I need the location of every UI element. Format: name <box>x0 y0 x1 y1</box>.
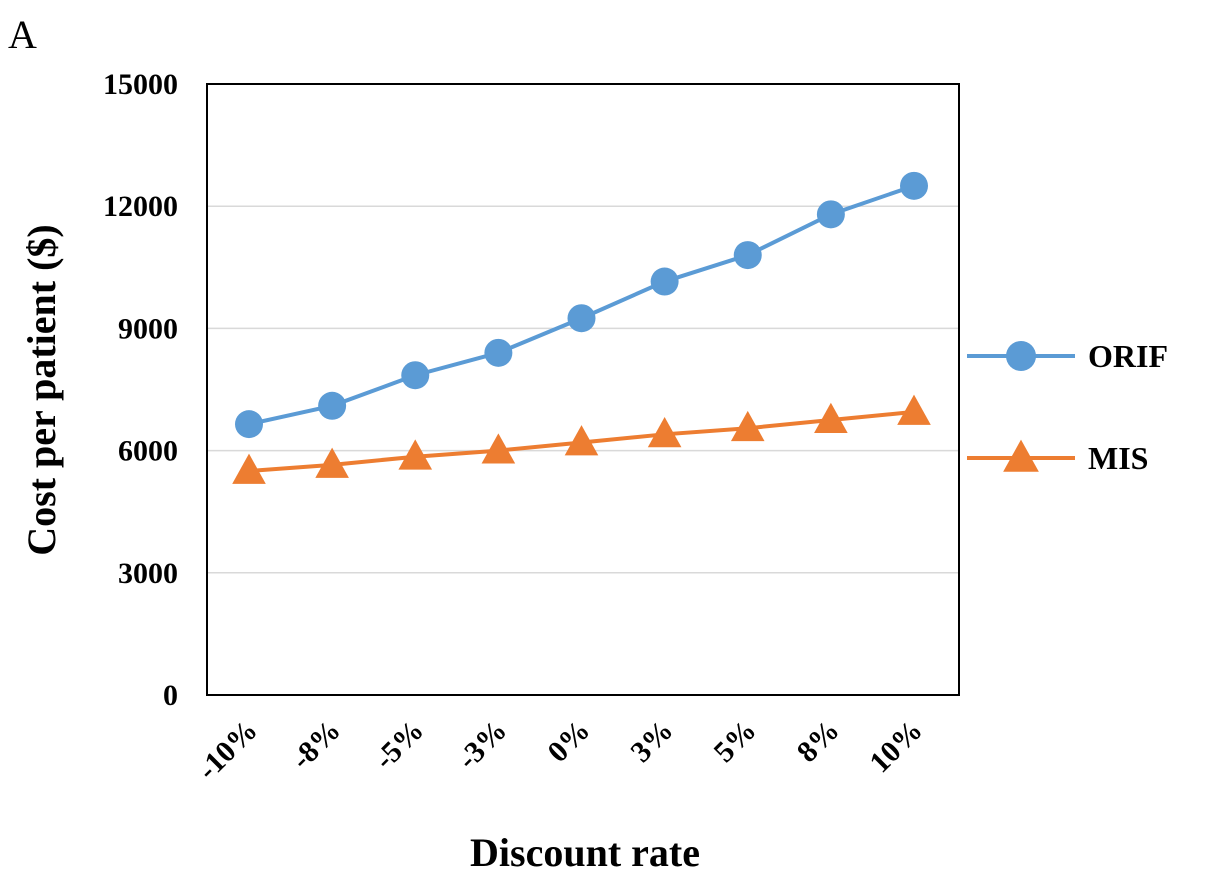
x-tick-label: 5% <box>708 714 763 769</box>
legend-entry-orif: ORIF <box>967 338 1168 374</box>
series-lines <box>232 171 931 484</box>
data-point <box>567 304 596 333</box>
legend-marker <box>1006 341 1036 371</box>
y-tick-label: 12000 <box>103 190 178 223</box>
x-axis-title: Discount rate <box>470 830 700 875</box>
legend-entry-mis: MIS <box>967 439 1148 476</box>
y-axis-title: Cost per patient ($) <box>19 224 64 555</box>
plot-area-border <box>206 83 960 696</box>
gridlines <box>207 205 959 574</box>
data-point <box>730 410 765 442</box>
series-mis <box>232 394 931 484</box>
y-tick-label: 15000 <box>103 68 178 101</box>
data-point <box>232 453 266 484</box>
y-tick-labels: 0 3000 6000 9000 12000 15000 <box>103 68 178 712</box>
legend-label: MIS <box>1088 440 1148 476</box>
data-point <box>398 439 433 470</box>
x-tick-label: 0% <box>541 714 596 769</box>
data-point <box>900 171 928 200</box>
data-point <box>315 447 349 478</box>
x-tick-label: 10% <box>863 714 929 780</box>
x-tick-label: -5% <box>368 714 430 776</box>
data-point <box>816 200 845 229</box>
data-point <box>733 241 762 270</box>
data-point <box>484 338 513 367</box>
data-point <box>481 433 516 464</box>
data-point <box>401 361 430 390</box>
y-tick-label: 0 <box>163 679 178 712</box>
data-point <box>564 425 599 456</box>
y-tick-label: 6000 <box>118 435 178 468</box>
x-tick-label: -10% <box>191 714 264 787</box>
data-point <box>897 394 931 425</box>
data-point <box>650 267 679 296</box>
series-orif <box>235 171 928 439</box>
data-point <box>235 410 263 439</box>
legend-marker <box>1003 439 1039 472</box>
y-tick-label: 3000 <box>118 557 178 590</box>
data-point <box>318 391 347 420</box>
legend: ORIF MIS <box>967 338 1168 476</box>
data-point <box>814 402 848 434</box>
x-tick-label: -8% <box>285 714 347 776</box>
x-tick-label: 8% <box>791 714 846 769</box>
x-tick-label: 3% <box>624 714 679 769</box>
data-point <box>647 417 682 448</box>
panel-label: A <box>8 12 37 57</box>
y-tick-label: 9000 <box>118 312 178 345</box>
x-tick-label: -3% <box>451 714 513 776</box>
legend-label: ORIF <box>1088 338 1168 374</box>
x-tick-labels: -10% -8% -5% -3% 0% 3% 5% 8% 10% <box>191 714 929 787</box>
